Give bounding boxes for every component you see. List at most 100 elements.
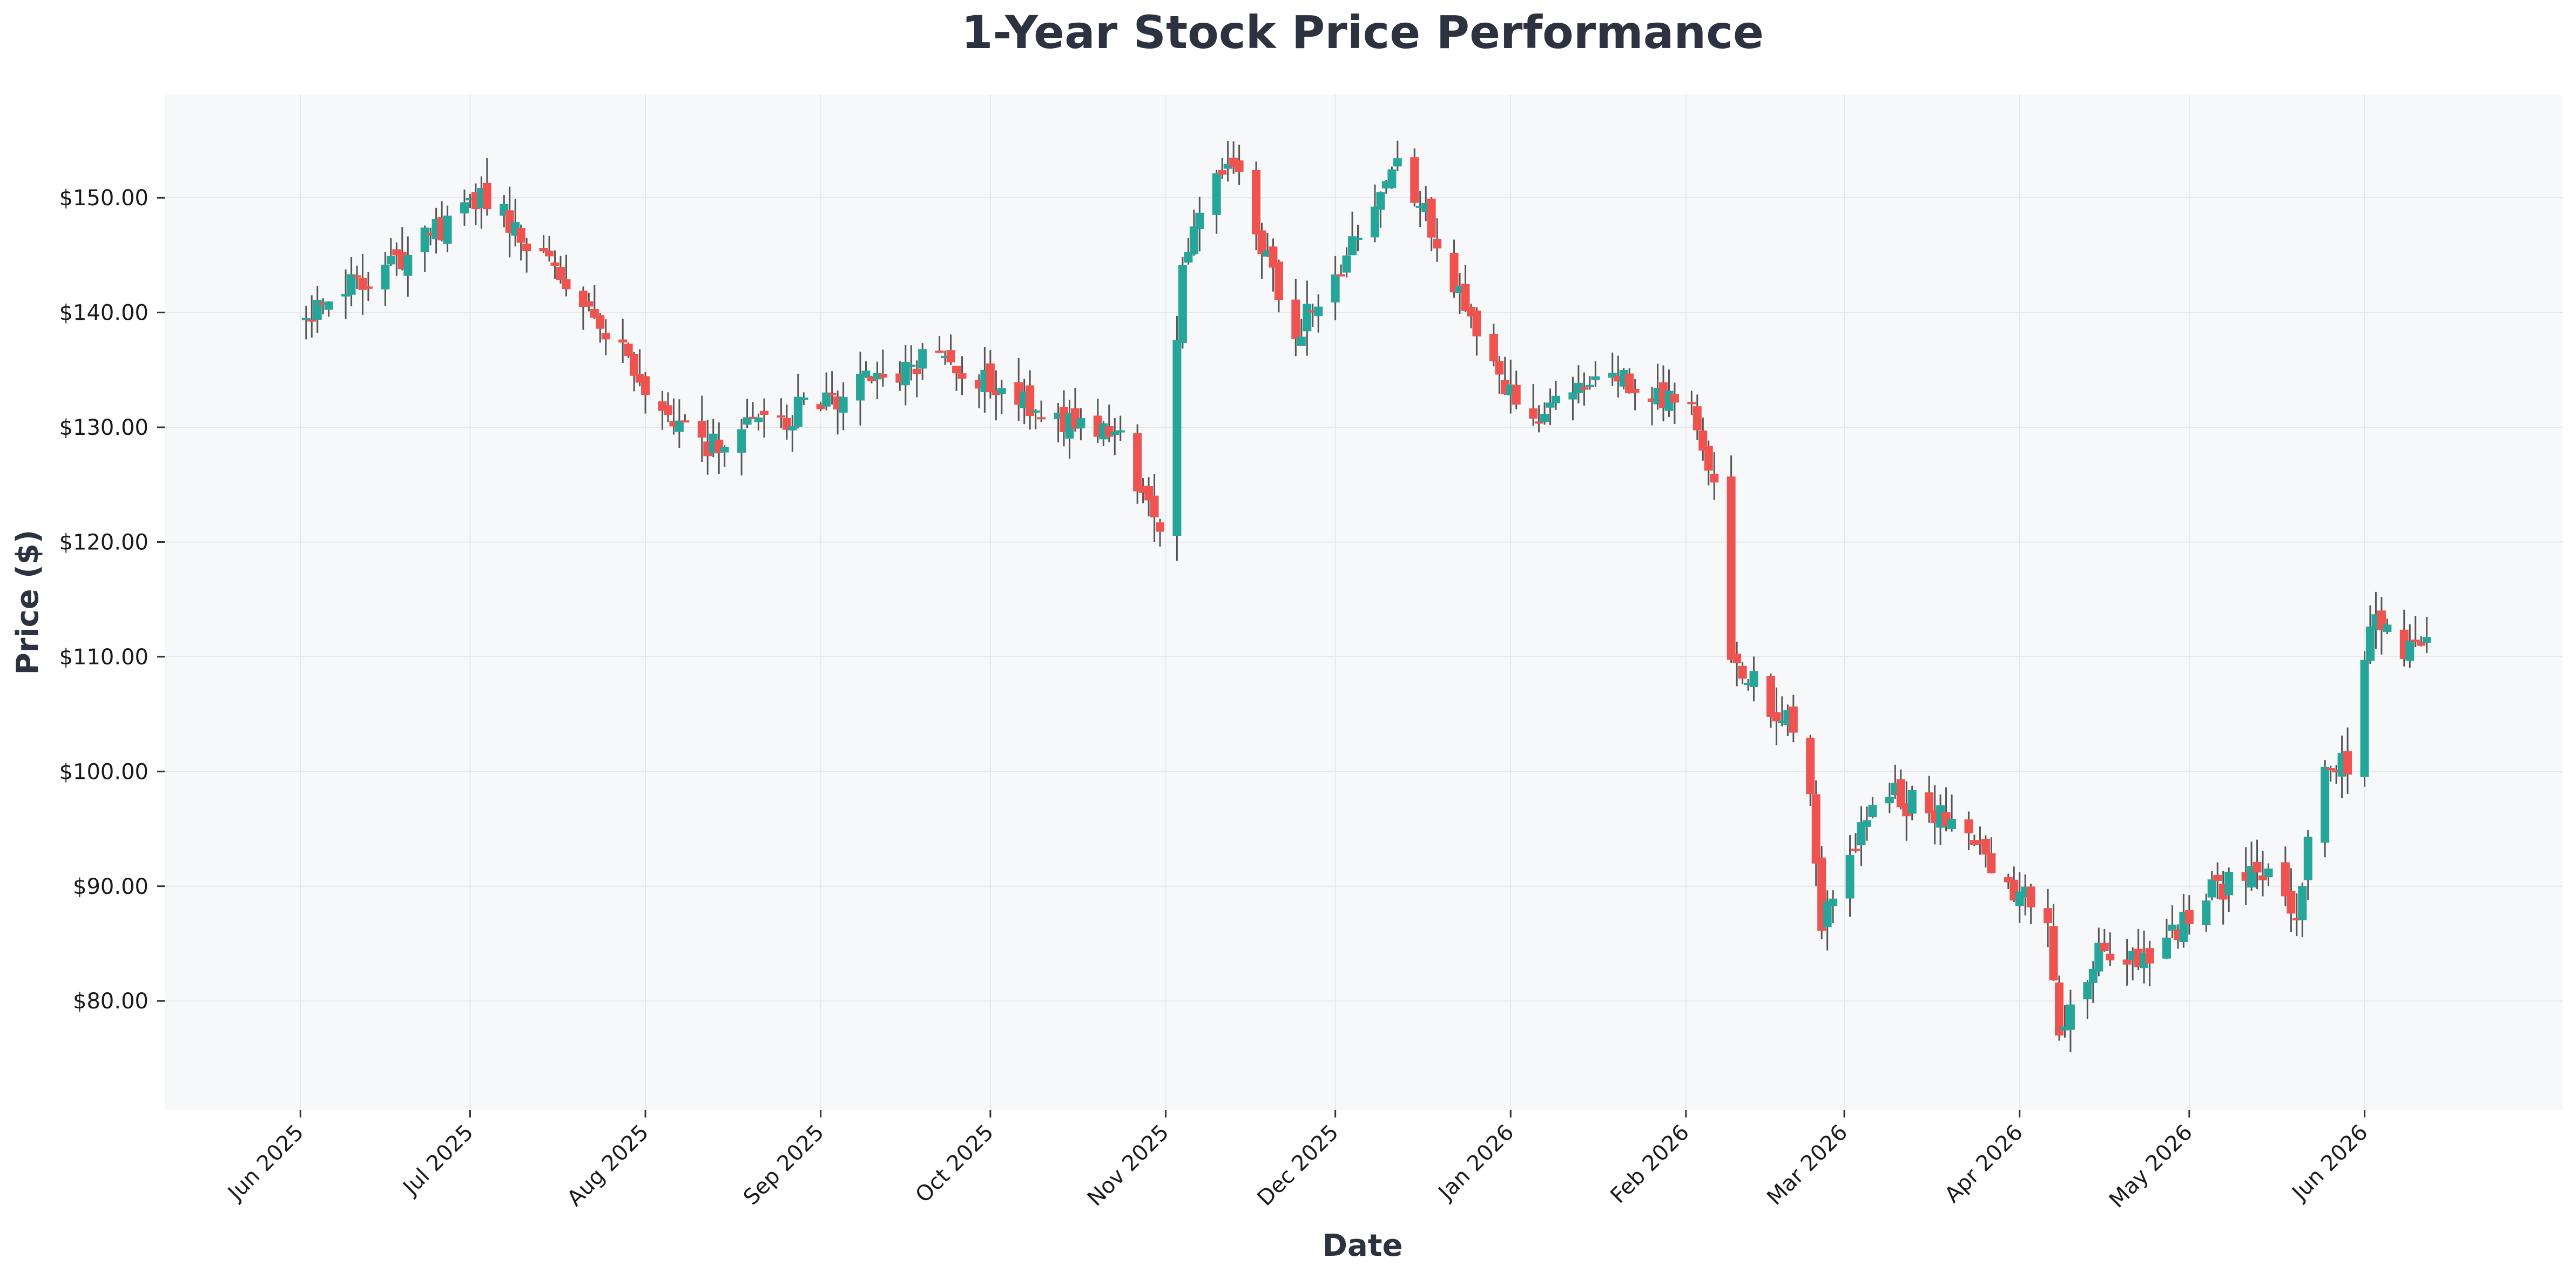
y-tick-label: $80.00: [73, 989, 149, 1014]
candle-down: [1625, 373, 1634, 394]
candle-up: [1862, 820, 1871, 827]
candle-down: [2332, 770, 2341, 773]
candle-down: [562, 279, 571, 290]
candle-up: [301, 318, 311, 320]
candle-down: [482, 183, 491, 210]
candle-down: [426, 233, 435, 235]
candle-up: [443, 216, 452, 244]
x-tick-label: Jun 2026: [2287, 1120, 2373, 1207]
candle-up: [1540, 414, 1549, 422]
candle-down: [1133, 433, 1142, 492]
candle-up: [1777, 721, 1786, 723]
candle-down: [1851, 849, 1860, 851]
candle-up: [460, 202, 469, 214]
candle-up: [2422, 637, 2431, 643]
candle-up: [1342, 255, 1351, 273]
candle-down: [1648, 398, 1657, 402]
candle-down: [1489, 333, 1498, 361]
candle-up: [788, 426, 797, 430]
candle-up: [1110, 432, 1120, 435]
candle-down: [1692, 406, 1702, 430]
candle-up: [1749, 671, 1758, 687]
candle-down: [912, 368, 921, 374]
y-tick-label: $120.00: [59, 530, 149, 555]
x-tick-label: Jan 2026: [1433, 1120, 1519, 1206]
x-tick-label: Dec 2025: [1252, 1120, 1343, 1211]
candle-up: [901, 362, 910, 386]
candle-up: [1303, 304, 1312, 332]
candle-up: [2298, 886, 2307, 920]
candles: [301, 140, 2431, 1053]
candle-up: [2321, 766, 2330, 843]
candle-down: [1257, 230, 1266, 254]
candle-up: [1184, 252, 1193, 263]
candle-down: [630, 353, 639, 376]
candle-up: [822, 392, 831, 407]
candle-up: [1574, 382, 1583, 393]
x-axis-ticks: Jun 2025 Jul 2025 Aug 2025 Sep 2025 Oct 2025…: [222, 1110, 2373, 1213]
candle-up: [861, 371, 871, 377]
x-tick-label: Feb 2026: [1606, 1120, 1694, 1209]
candle-down: [1710, 474, 1719, 483]
candle-down: [2411, 640, 2420, 642]
candle-down: [624, 344, 633, 356]
candle-up: [907, 365, 916, 367]
candle-down: [2004, 877, 2013, 883]
candle-up: [720, 447, 729, 453]
candle-down: [2281, 862, 2290, 897]
candle-up: [2162, 937, 2171, 959]
candle-down: [827, 393, 837, 396]
candle-up: [1744, 683, 1753, 685]
candle-up: [1031, 410, 1040, 413]
candle-down: [363, 286, 373, 289]
candle-up: [1947, 819, 1957, 830]
candle-up: [1885, 797, 1894, 804]
candle-up: [1348, 236, 1357, 255]
candle-down: [2287, 891, 2296, 914]
candle-down: [2055, 982, 2064, 1036]
x-tick-label: May 2026: [2105, 1120, 2197, 1213]
candle-down: [1512, 385, 1521, 405]
candle-down: [1410, 157, 1419, 203]
candle-up: [381, 265, 390, 290]
candle-down: [319, 302, 328, 305]
candle-down: [1630, 389, 1640, 393]
candle-down: [680, 420, 690, 423]
candle-down: [992, 391, 1001, 395]
candle-down: [1026, 385, 1035, 416]
candle-up: [997, 388, 1006, 394]
candle-up: [2365, 627, 2375, 661]
candle-up: [2088, 968, 2098, 983]
candle-up: [1076, 418, 1085, 429]
candle-up: [1857, 822, 1866, 845]
candle-down: [516, 228, 525, 243]
candle-down: [1981, 839, 1990, 855]
x-tick-label: Nov 2025: [1083, 1120, 1174, 1211]
candle-down: [307, 319, 316, 322]
candle-down: [867, 376, 876, 381]
chart-title: 1-Year Stock Price Performance: [961, 6, 1764, 59]
candle-up: [1331, 274, 1340, 302]
x-tick-label: Apr 2026: [1940, 1120, 2027, 1208]
candle-down: [1687, 402, 1696, 405]
candle-down: [1427, 198, 1436, 238]
candle-down: [2213, 874, 2222, 881]
candle-down: [601, 333, 610, 340]
candle-down: [2184, 910, 2194, 924]
candle-up: [420, 227, 429, 253]
candle-down: [748, 416, 758, 419]
candle-down: [2122, 959, 2132, 965]
candle-down: [550, 262, 559, 266]
candle-up: [737, 429, 746, 453]
candle-down: [760, 410, 768, 415]
candle-down: [1472, 311, 1481, 336]
candle-up: [1178, 265, 1187, 344]
candle-down: [1337, 274, 1346, 277]
candle-down: [1964, 819, 1973, 833]
candle-up: [2060, 1026, 2069, 1031]
candle-down: [952, 366, 961, 374]
candle-up: [1223, 164, 1232, 169]
x-tick-label: Jul 2025: [397, 1120, 478, 1201]
candle-down: [545, 251, 554, 257]
candle-down: [1252, 170, 1261, 235]
